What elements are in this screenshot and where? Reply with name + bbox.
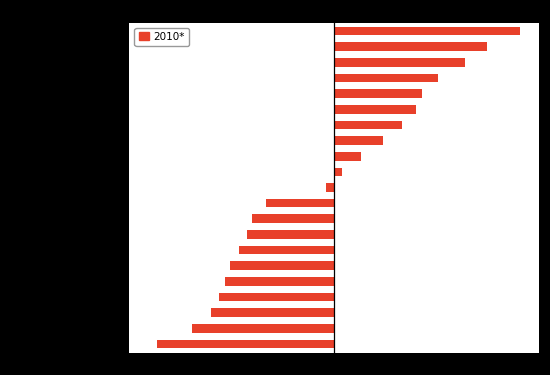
Bar	[219, 292, 334, 301]
Bar	[334, 58, 465, 67]
Bar	[334, 27, 520, 35]
Bar	[326, 183, 334, 192]
Bar	[211, 308, 334, 317]
Bar	[334, 121, 403, 129]
Bar	[230, 261, 334, 270]
Bar	[225, 277, 334, 286]
Bar	[157, 340, 334, 348]
Bar	[334, 136, 383, 145]
Bar	[334, 168, 342, 176]
Bar	[239, 246, 334, 254]
Bar	[266, 199, 334, 207]
Bar	[334, 74, 438, 82]
Bar	[334, 152, 361, 160]
Bar	[247, 230, 334, 239]
Bar	[252, 214, 334, 223]
Legend: 2010*: 2010*	[134, 28, 189, 46]
Bar	[334, 105, 416, 114]
Bar	[334, 42, 487, 51]
Bar	[192, 324, 334, 333]
Bar	[334, 89, 421, 98]
